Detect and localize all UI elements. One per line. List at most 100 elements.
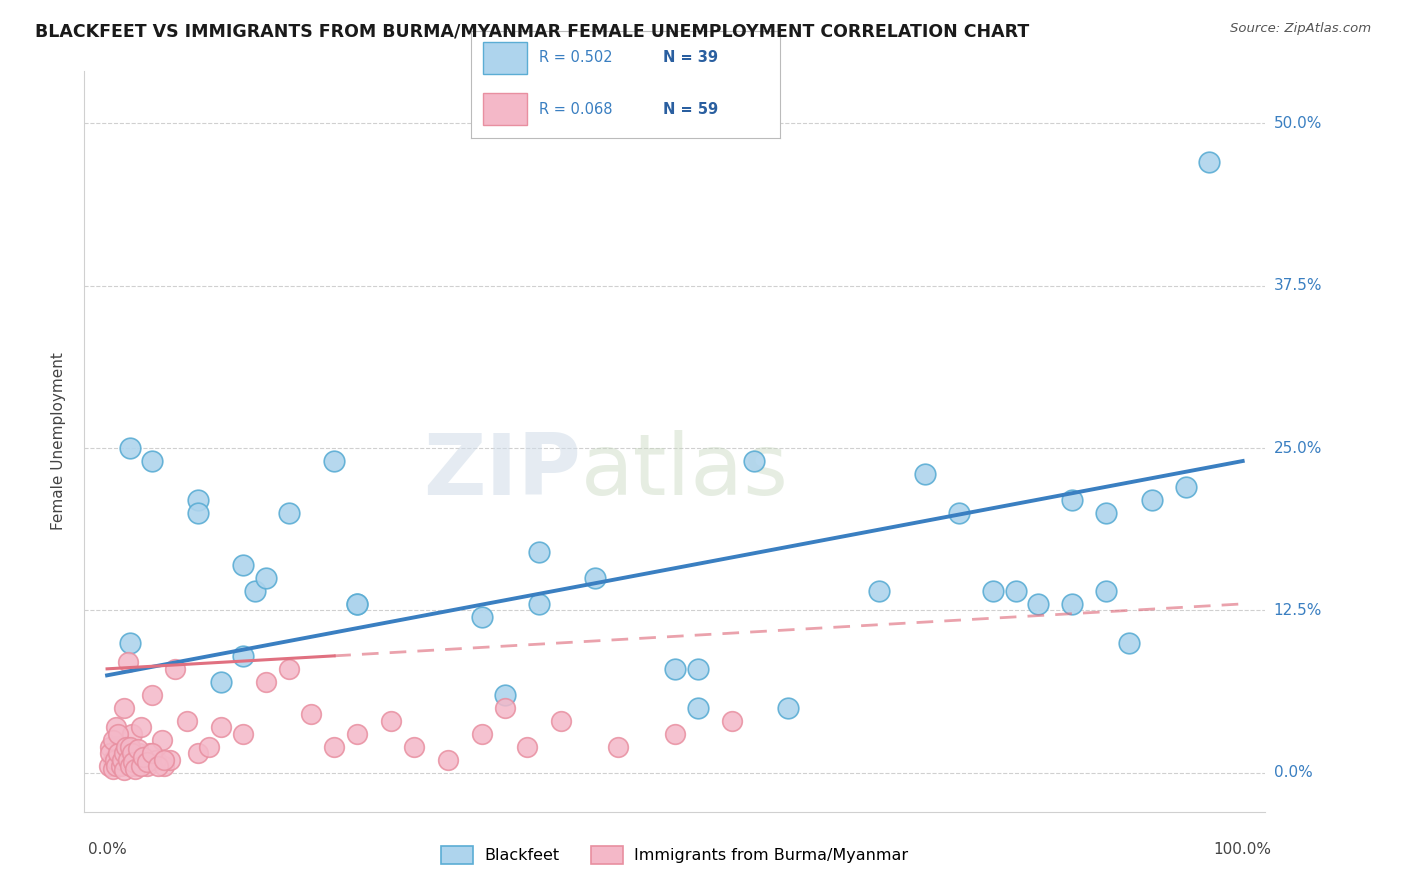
Point xyxy=(121,727,143,741)
Point xyxy=(527,597,550,611)
Point xyxy=(107,759,129,773)
Text: 37.5%: 37.5% xyxy=(1274,278,1322,293)
Point xyxy=(1062,493,1084,508)
Text: 100.0%: 100.0% xyxy=(1213,842,1271,857)
Point xyxy=(141,746,163,760)
Point xyxy=(914,467,936,481)
Point xyxy=(323,739,346,754)
Point xyxy=(301,707,323,722)
Point xyxy=(112,746,135,760)
Point xyxy=(232,727,254,741)
Point xyxy=(323,454,346,468)
Point xyxy=(110,739,132,754)
Point xyxy=(607,739,630,754)
Text: 25.0%: 25.0% xyxy=(1274,441,1322,456)
Point xyxy=(664,662,686,676)
Point xyxy=(124,762,146,776)
Legend: Blackfeet, Immigrants from Burma/Myanmar: Blackfeet, Immigrants from Burma/Myanmar xyxy=(434,839,915,871)
Point xyxy=(1095,583,1118,598)
Point xyxy=(112,701,135,715)
Y-axis label: Female Unemployment: Female Unemployment xyxy=(51,352,66,531)
Point xyxy=(1026,597,1049,611)
Point xyxy=(100,746,122,760)
Point xyxy=(153,753,176,767)
Point xyxy=(686,662,709,676)
Point xyxy=(583,571,606,585)
Text: Source: ZipAtlas.com: Source: ZipAtlas.com xyxy=(1230,22,1371,36)
Point xyxy=(104,753,127,767)
Point xyxy=(1118,636,1140,650)
Point xyxy=(744,454,766,468)
Text: N = 39: N = 39 xyxy=(662,51,718,65)
Point xyxy=(117,656,139,670)
Point xyxy=(107,746,129,760)
Point xyxy=(1004,583,1026,598)
Point xyxy=(494,701,516,715)
Point xyxy=(778,701,800,715)
Point xyxy=(527,545,550,559)
Text: atlas: atlas xyxy=(581,430,789,513)
Point xyxy=(346,727,368,741)
Point xyxy=(121,746,143,760)
Point xyxy=(129,759,152,773)
Text: 0.0%: 0.0% xyxy=(1274,765,1312,780)
Point xyxy=(254,674,277,689)
Point xyxy=(254,571,277,585)
Point xyxy=(98,759,121,773)
Point xyxy=(1140,493,1163,508)
Point xyxy=(118,636,141,650)
Point xyxy=(101,733,124,747)
Point xyxy=(141,688,163,702)
Point xyxy=(141,454,163,468)
Point xyxy=(110,759,132,773)
Point xyxy=(277,506,299,520)
Point xyxy=(720,714,742,728)
Point xyxy=(153,759,176,773)
Text: R = 0.502: R = 0.502 xyxy=(538,51,613,65)
Point xyxy=(187,506,209,520)
Point xyxy=(209,720,232,734)
Point xyxy=(176,714,198,728)
Point xyxy=(232,558,254,572)
Point xyxy=(115,739,138,754)
Point xyxy=(101,753,124,767)
Point xyxy=(948,506,970,520)
Text: 50.0%: 50.0% xyxy=(1274,116,1322,131)
Point xyxy=(494,688,516,702)
Point xyxy=(243,583,266,598)
Point xyxy=(118,441,141,455)
Point xyxy=(128,746,150,760)
Point xyxy=(232,648,254,663)
Point xyxy=(139,746,162,760)
Point xyxy=(105,720,128,734)
Point xyxy=(346,597,368,611)
Point xyxy=(100,739,122,754)
Point xyxy=(868,583,890,598)
Point xyxy=(117,753,139,767)
Point xyxy=(209,674,232,689)
Point xyxy=(159,753,181,767)
Point xyxy=(516,739,538,754)
Point xyxy=(135,756,157,770)
Point xyxy=(132,750,155,764)
Point xyxy=(402,739,425,754)
Point xyxy=(124,759,146,773)
Bar xyxy=(484,94,527,126)
Bar xyxy=(484,42,527,74)
Point xyxy=(471,727,494,741)
Text: ZIP: ZIP xyxy=(423,430,581,513)
Point xyxy=(686,701,709,715)
Text: 12.5%: 12.5% xyxy=(1274,603,1322,618)
Text: BLACKFEET VS IMMIGRANTS FROM BURMA/MYANMAR FEMALE UNEMPLOYMENT CORRELATION CHART: BLACKFEET VS IMMIGRANTS FROM BURMA/MYANM… xyxy=(35,22,1029,40)
Point xyxy=(187,493,209,508)
Point xyxy=(118,759,141,773)
Point xyxy=(1198,155,1220,169)
Point xyxy=(101,762,124,776)
Point xyxy=(118,746,141,760)
Point xyxy=(150,733,173,747)
Point xyxy=(198,739,221,754)
Point xyxy=(145,753,167,767)
Point xyxy=(148,759,170,773)
Point xyxy=(107,727,129,741)
Text: N = 59: N = 59 xyxy=(662,102,718,117)
